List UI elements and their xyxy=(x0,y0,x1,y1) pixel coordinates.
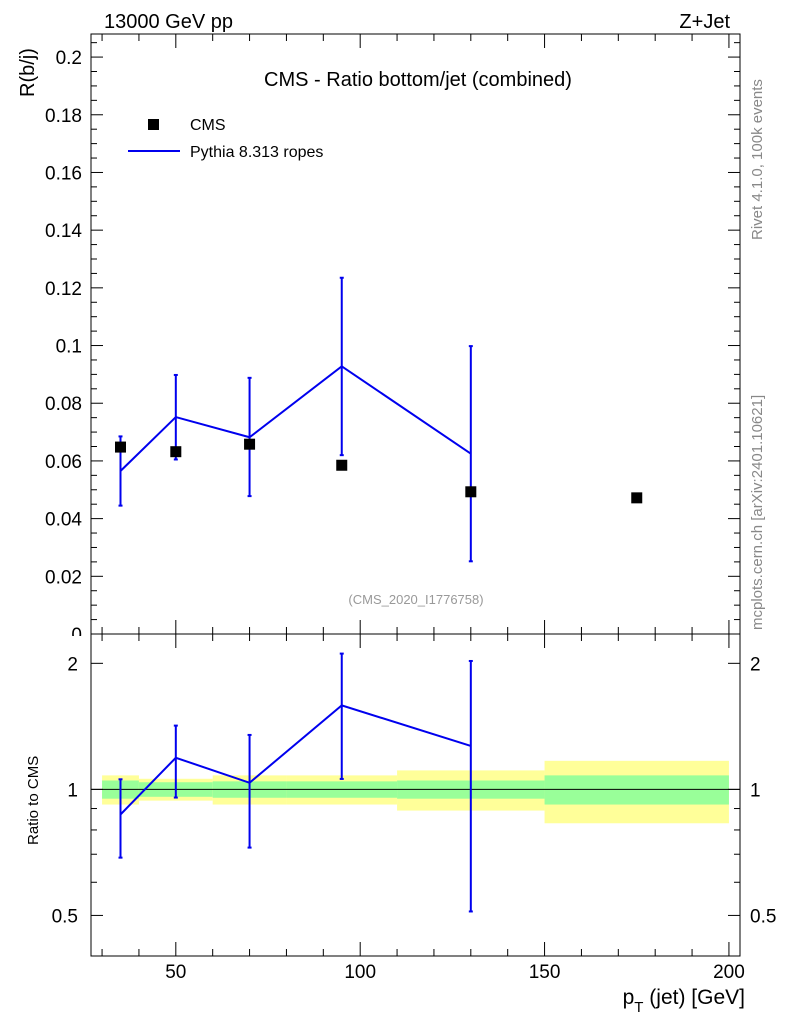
y-tick-label: 0.2 xyxy=(56,48,82,69)
data-point xyxy=(244,438,256,450)
ratio-y-tick-label-left: 0.5 xyxy=(52,906,78,927)
y-tick-label: 0.1 xyxy=(56,337,82,358)
y-tick-label: 0.16 xyxy=(45,163,82,184)
y-tick-label: 0.06 xyxy=(45,452,82,473)
energy-label: 13000 GeV pp xyxy=(104,11,233,33)
x-tick-label: 100 xyxy=(344,962,376,983)
rivet-label: Rivet 4.1.0, 100k events xyxy=(749,79,766,240)
legend-cms-label: CMS xyxy=(190,117,226,134)
chart-title: CMS - Ratio bottom/jet (combined) xyxy=(264,69,572,91)
ratio-y-axis-label: Ratio to CMS xyxy=(25,756,42,845)
process-label: Z+Jet xyxy=(679,11,730,33)
ratio-y-tick-label-right: 2 xyxy=(750,654,761,675)
ratio-panel-frame xyxy=(90,633,741,957)
y-tick-label: 0.02 xyxy=(45,567,82,588)
data-point xyxy=(336,459,348,471)
source-label: mcplots.cern.ch [arXiv:2401.10621] xyxy=(749,395,766,630)
legend-mc-label: Pythia 8.313 ropes xyxy=(190,144,323,161)
x-axis-label-sub: T xyxy=(634,999,643,1016)
x-axis-label-rest: (jet) [GeV] xyxy=(643,986,745,1009)
y-tick-label: 0.18 xyxy=(45,106,82,127)
data-point xyxy=(465,486,477,498)
zero-label-mask xyxy=(40,636,88,648)
ratio-y-tick-label-right: 0.5 xyxy=(750,906,776,927)
y-tick-label: 0 xyxy=(71,625,82,646)
x-axis-label-main: p xyxy=(623,986,635,1009)
data-point xyxy=(631,492,643,504)
x-tick-label: 50 xyxy=(165,962,186,983)
y-axis-label: R(b/j) xyxy=(17,48,39,97)
legend: CMS Pythia 8.313 ropes xyxy=(128,117,323,161)
y-tick-label: 0.08 xyxy=(45,394,82,415)
x-tick-label: 150 xyxy=(529,962,561,983)
analysis-watermark: (CMS_2020_I1776758) xyxy=(348,592,483,607)
band-inner-5 xyxy=(544,775,729,805)
data-point xyxy=(115,441,126,453)
main-panel-frame xyxy=(90,33,741,635)
chart-marks: 0 0.02 0.04 0.06 0.08 0.1 0.12 0.14 0.16 0.18 0.2 5… xyxy=(40,34,776,983)
legend-cms-marker xyxy=(148,119,159,130)
x-axis-label: pT (jet) [GeV] xyxy=(623,986,745,1016)
data-point xyxy=(170,446,182,458)
ratio-y-tick-label-left: 2 xyxy=(67,654,78,675)
y-tick-label: 0.14 xyxy=(45,221,82,242)
y-tick-label: 0.04 xyxy=(45,510,82,531)
y-tick-label: 0.12 xyxy=(45,279,82,300)
x-tick-label: 200 xyxy=(713,962,745,983)
ratio-y-tick-label-right: 1 xyxy=(750,780,761,801)
ratio-y-tick-label-left: 1 xyxy=(67,780,78,801)
